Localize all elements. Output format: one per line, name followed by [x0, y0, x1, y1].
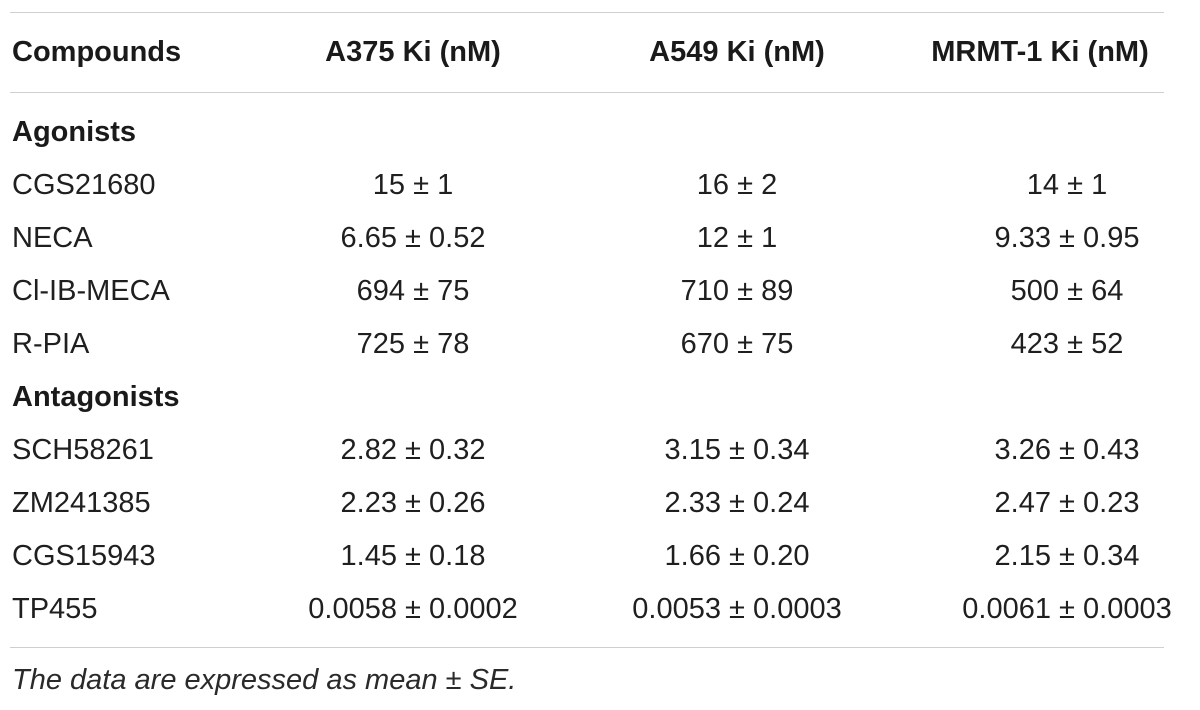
a549-value: 2.33 ± 0.24: [664, 487, 810, 519]
table-row: TP455 0.0058 ± 0.0002 0.0053 ± 0.0003 0.…: [0, 583, 1200, 636]
a375-value: 15 ± 1: [372, 169, 454, 201]
mrmt1-value: 14 ± 1: [1026, 169, 1108, 201]
a375-value: 0.0058 ± 0.0002: [308, 593, 518, 625]
mrmt1-value: 3.26 ± 0.43: [994, 434, 1140, 466]
a549-value: 710 ± 89: [680, 275, 794, 307]
table-row: NECA 6.65 ± 0.52 12 ± 1 9.33 ± 0.95: [0, 212, 1200, 265]
compound-name: Cl-IB-MECA: [12, 275, 170, 307]
a549-value: 12 ± 1: [696, 222, 778, 254]
table-row: ZM241385 2.23 ± 0.26 2.33 ± 0.24 2.47 ± …: [0, 477, 1200, 530]
mrmt1-value: 423 ± 52: [1010, 328, 1124, 360]
section-antagonists: Antagonists: [0, 371, 1200, 424]
a375-value: 1.45 ± 0.18: [340, 540, 486, 572]
table-row: SCH58261 2.82 ± 0.32 3.15 ± 0.34 3.26 ± …: [0, 424, 1200, 477]
header-compounds: Compounds: [12, 36, 182, 68]
a375-value: 2.82 ± 0.32: [340, 434, 486, 466]
top-rule: [10, 12, 1164, 13]
table-footnote: The data are expressed as mean ± SE.: [12, 664, 517, 696]
a549-value: 3.15 ± 0.34: [664, 434, 810, 466]
compound-name: CGS15943: [12, 540, 156, 572]
table-row: CGS21680 15 ± 1 16 ± 2 14 ± 1: [0, 159, 1200, 212]
section-label: Agonists: [12, 116, 137, 148]
a549-value: 0.0053 ± 0.0003: [632, 593, 842, 625]
compound-name: NECA: [12, 222, 93, 254]
mrmt1-value: 2.15 ± 0.34: [994, 540, 1140, 572]
mrmt1-value: 9.33 ± 0.95: [994, 222, 1140, 254]
compound-name: CGS21680: [12, 169, 156, 201]
mrmt1-value: 500 ± 64: [1010, 275, 1124, 307]
a549-value: 1.66 ± 0.20: [664, 540, 810, 572]
header-rule: [10, 92, 1164, 93]
table-row: CGS15943 1.45 ± 0.18 1.66 ± 0.20 2.15 ± …: [0, 530, 1200, 583]
a375-value: 725 ± 78: [356, 328, 470, 360]
compound-name: ZM241385: [12, 487, 151, 519]
header-a375: A375 Ki (nM): [325, 36, 501, 68]
mrmt1-value: 0.0061 ± 0.0003: [962, 593, 1172, 625]
a375-value: 2.23 ± 0.26: [340, 487, 486, 519]
table-header-row: Compounds A375 Ki (nM) A549 Ki (nM) MRMT…: [0, 26, 1200, 79]
a375-value: 694 ± 75: [356, 275, 470, 307]
a375-value: 6.65 ± 0.52: [340, 222, 486, 254]
a549-value: 670 ± 75: [680, 328, 794, 360]
compound-name: SCH58261: [12, 434, 154, 466]
bottom-rule: [10, 647, 1164, 648]
compound-name: R-PIA: [12, 328, 90, 360]
mrmt1-value: 2.47 ± 0.23: [994, 487, 1140, 519]
header-a549: A549 Ki (nM): [649, 36, 825, 68]
section-agonists: Agonists: [0, 106, 1200, 159]
section-label: Antagonists: [12, 381, 180, 413]
table-row: Cl-IB-MECA 694 ± 75 710 ± 89 500 ± 64: [0, 265, 1200, 318]
a549-value: 16 ± 2: [696, 169, 778, 201]
table-row: R-PIA 725 ± 78 670 ± 75 423 ± 52: [0, 318, 1200, 371]
header-mrmt1: MRMT-1 Ki (nM): [931, 36, 1149, 68]
compound-name: TP455: [12, 593, 98, 625]
